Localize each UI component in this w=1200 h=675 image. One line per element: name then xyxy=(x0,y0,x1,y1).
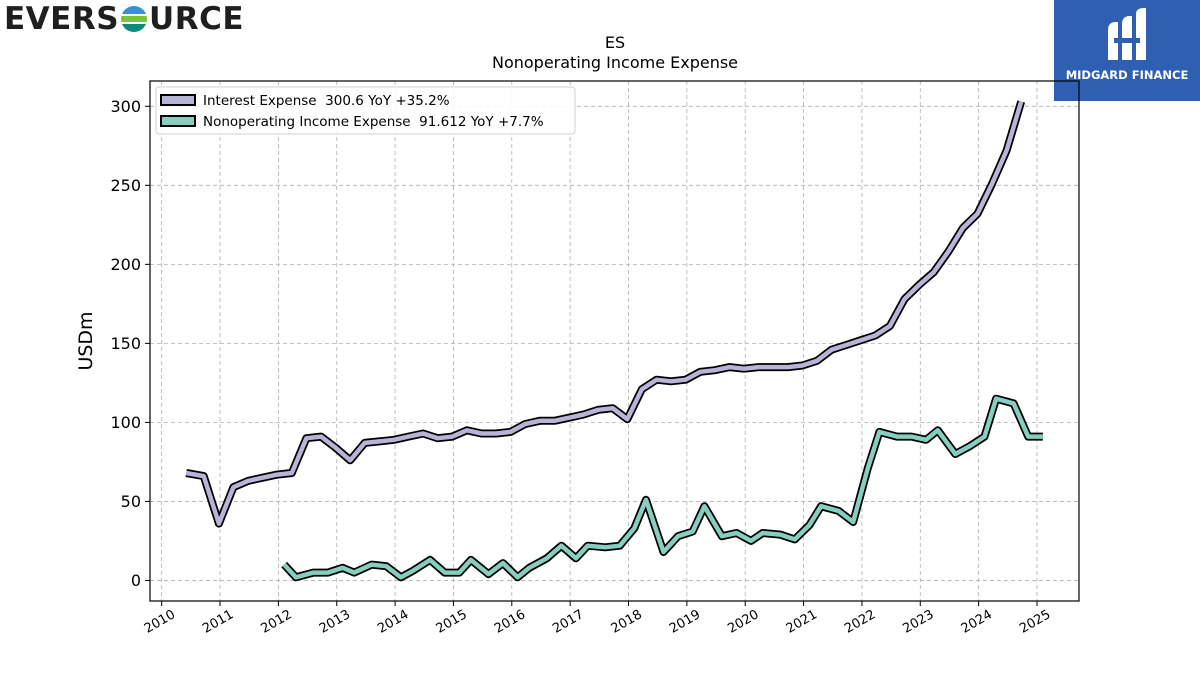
x-tick-label: 2012 xyxy=(259,607,295,637)
chart-subtitle: Nonoperating Income Expense xyxy=(492,53,738,72)
series-line-1 xyxy=(282,396,1043,580)
x-tick-label: 2015 xyxy=(434,607,470,637)
legend-label-nonop: Nonoperating Income Expense 91.612 YoY +… xyxy=(203,114,544,130)
y-tick-label: 200 xyxy=(110,255,141,274)
y-tick-label: 250 xyxy=(110,176,141,195)
x-axis: 2010 2011 2012 2013 2014 2015 2016 2017 2018 2019… xyxy=(142,601,1053,637)
logo-left-text-pre: EVERS xyxy=(4,1,120,37)
logo-right-text: MIDGARD FINANCE xyxy=(1065,68,1189,82)
x-tick-label: 2013 xyxy=(317,607,353,637)
chart-title: ES xyxy=(605,33,625,52)
midgard-mark-icon xyxy=(1108,8,1146,60)
y-tick-label: 300 xyxy=(110,97,141,116)
legend-swatch-interest xyxy=(160,94,196,106)
x-tick-label: 2018 xyxy=(609,607,645,637)
globe-icon xyxy=(121,6,148,32)
plot-frame xyxy=(149,80,1080,602)
x-tick-label: 2010 xyxy=(142,607,178,637)
legend-swatch-nonop xyxy=(160,115,196,127)
x-tick-label: 2021 xyxy=(784,607,820,637)
legend-box xyxy=(155,86,576,135)
legend: Interest Expense 300.6 YoY +35.2% Nonope… xyxy=(155,86,576,135)
legend-label-interest: Interest Expense 300.6 YoY +35.2% xyxy=(203,93,450,109)
x-tick-label: 2011 xyxy=(200,607,236,637)
y-tick-label: 0 xyxy=(131,571,141,590)
series-line-0 xyxy=(185,100,1024,526)
x-tick-label: 2019 xyxy=(667,607,703,637)
midgard-finance-logo: MIDGARD FINANCE xyxy=(1054,0,1200,101)
x-tick-label: 2016 xyxy=(492,607,528,637)
y-tick-label: 150 xyxy=(110,334,141,353)
x-tick-label: 2020 xyxy=(725,607,761,637)
series-layer xyxy=(185,100,1043,582)
x-tick-label: 2017 xyxy=(550,607,586,637)
grid xyxy=(150,81,1079,601)
x-tick-label: 2022 xyxy=(842,607,878,637)
x-tick-label: 2024 xyxy=(959,607,995,637)
y-tick-label: 50 xyxy=(121,492,141,511)
y-axis: 0 50 100 150 200 250 300 xyxy=(110,97,150,590)
x-tick-label: 2014 xyxy=(375,607,411,637)
x-tick-label: 2023 xyxy=(900,607,936,637)
y-tick-label: 100 xyxy=(110,413,141,432)
x-tick-label: 2025 xyxy=(1017,607,1053,637)
logo-left-text-post: URCE xyxy=(149,1,245,37)
eversource-logo: EVERS URCE xyxy=(4,1,245,37)
y-axis-label: USDm xyxy=(75,311,97,370)
